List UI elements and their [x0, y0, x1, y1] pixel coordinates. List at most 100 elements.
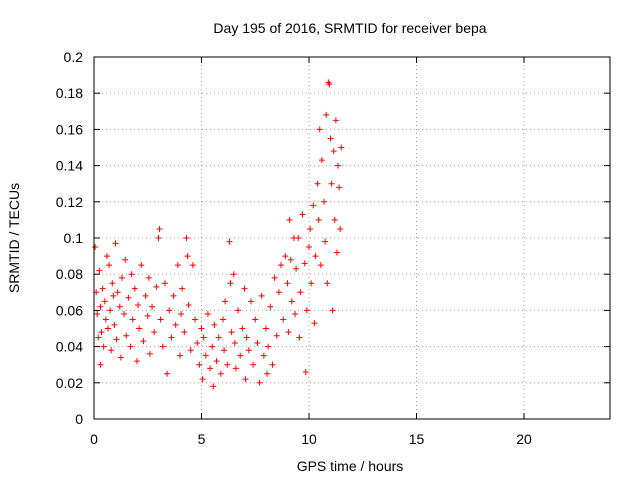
data-point — [328, 180, 335, 187]
data-point — [329, 307, 336, 314]
data-point — [312, 253, 319, 260]
x-tick-label: 20 — [516, 431, 532, 447]
data-point — [315, 216, 322, 223]
data-point — [153, 283, 160, 290]
data-point — [100, 343, 107, 350]
data-point — [179, 285, 186, 292]
data-point — [264, 370, 271, 377]
data-point — [170, 292, 177, 299]
data-point — [138, 262, 145, 269]
data-point — [267, 303, 274, 310]
data-point — [194, 339, 201, 346]
data-point — [338, 144, 345, 151]
data-point — [161, 280, 168, 287]
data-point — [142, 292, 149, 299]
data-point — [307, 225, 314, 232]
data-point — [108, 347, 115, 354]
data-point — [99, 285, 106, 292]
data-point — [140, 338, 147, 345]
y-tick-label: 0.08 — [56, 266, 83, 282]
data-point — [92, 244, 99, 251]
data-point — [311, 320, 318, 327]
data-point — [110, 292, 117, 299]
data-point — [202, 352, 209, 359]
data-point — [177, 352, 183, 359]
data-point — [250, 361, 257, 368]
data-point — [260, 352, 267, 359]
data-point — [243, 334, 250, 341]
data-point — [157, 316, 164, 323]
data-point — [326, 81, 333, 88]
data-point — [174, 262, 181, 269]
data-point — [335, 162, 342, 169]
data-point — [296, 334, 303, 341]
data-point — [332, 117, 339, 124]
data-point — [122, 256, 129, 263]
data-point — [97, 303, 104, 310]
data-series — [92, 79, 345, 390]
data-point — [310, 202, 317, 209]
data-point — [299, 211, 306, 218]
data-point — [199, 376, 206, 383]
data-point — [286, 216, 293, 223]
data-point — [228, 329, 235, 336]
x-tick-label: 10 — [301, 431, 317, 447]
data-point — [245, 347, 252, 354]
chart-title: Day 195 of 2016, SRMTID for receiver bep… — [213, 20, 486, 36]
data-point — [131, 285, 138, 292]
data-point — [117, 354, 124, 361]
data-point — [241, 285, 248, 292]
data-point — [221, 347, 228, 354]
data-point — [242, 376, 249, 383]
y-tick-label: 0.1 — [64, 230, 84, 246]
data-point — [327, 135, 334, 142]
data-point — [192, 316, 199, 323]
y-tick-label: 0.2 — [64, 49, 84, 65]
grid — [94, 57, 610, 419]
data-point — [107, 307, 114, 314]
data-point — [159, 343, 166, 350]
data-point — [118, 274, 125, 281]
y-tick-label: 0.16 — [56, 121, 83, 137]
data-point — [164, 370, 171, 377]
y-axis: 0 0.02 0.04 0.06 0.08 0.1 0.12 0.14 0.16 0.18 0.2 — [56, 49, 610, 427]
data-point — [127, 343, 134, 350]
data-point — [114, 289, 121, 296]
data-point — [321, 198, 328, 205]
data-point — [239, 325, 246, 332]
data-point — [136, 325, 143, 332]
data-point — [336, 184, 343, 191]
plot-frame — [93, 56, 611, 420]
data-point — [230, 271, 237, 278]
data-point — [185, 301, 192, 308]
data-point — [204, 311, 211, 318]
data-point — [200, 334, 207, 341]
data-point — [232, 365, 239, 372]
x-tick-label: 15 — [409, 431, 425, 447]
data-point — [252, 316, 259, 323]
data-point — [166, 307, 173, 314]
data-point — [331, 216, 338, 223]
data-point — [269, 361, 276, 368]
data-point — [217, 370, 224, 377]
data-point — [106, 262, 113, 269]
data-point — [287, 256, 294, 263]
data-point — [278, 262, 285, 269]
data-point — [258, 292, 265, 299]
data-point — [288, 298, 295, 305]
data-point — [231, 339, 238, 346]
data-point — [178, 311, 185, 318]
data-point — [96, 267, 103, 274]
data-point — [314, 180, 321, 187]
data-point — [222, 298, 229, 305]
data-point — [97, 361, 104, 368]
data-point — [293, 265, 300, 272]
data-point — [323, 111, 330, 118]
data-point — [235, 307, 242, 314]
data-point — [209, 343, 216, 350]
data-point — [168, 334, 175, 341]
data-point — [237, 352, 244, 359]
data-point — [146, 350, 153, 357]
data-point — [297, 289, 304, 296]
